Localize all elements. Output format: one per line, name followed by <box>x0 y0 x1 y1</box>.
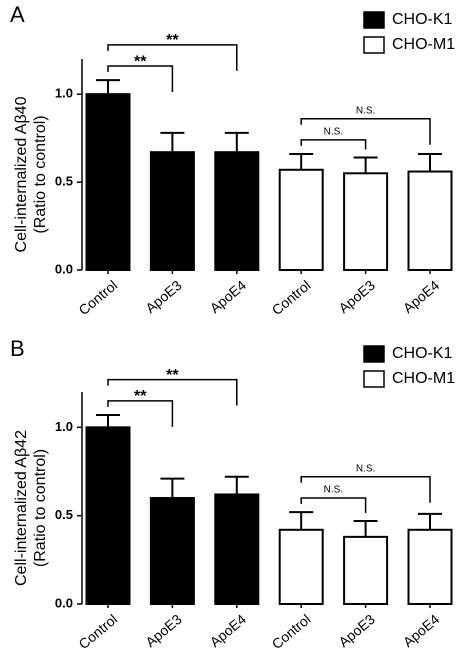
significance-bracket <box>107 44 238 71</box>
bar <box>85 93 131 271</box>
x-tick-label: ApoE4 <box>207 611 250 650</box>
bar <box>149 497 195 605</box>
y-tick-label: 0.0 <box>55 261 73 276</box>
bar <box>149 151 195 271</box>
legend-label: CHO-M1 <box>392 370 455 387</box>
significance-bracket <box>300 139 367 150</box>
x-tick-label: Control <box>75 611 120 652</box>
significance-label: N.S. <box>324 485 343 496</box>
significance-bracket <box>300 497 367 513</box>
panel-label: A <box>10 2 25 27</box>
x-tick-label: Control <box>75 277 120 318</box>
significance-bracket <box>107 400 174 427</box>
legend-label: CHO-K1 <box>392 345 453 362</box>
legend-swatch <box>363 345 385 363</box>
bar <box>214 493 260 606</box>
bar <box>343 172 389 272</box>
y-axis-label: Cell-internalized Aβ42 <box>13 430 30 586</box>
panel-label: B <box>10 336 25 361</box>
significance-label: N.S. <box>356 105 375 116</box>
bar <box>343 535 389 605</box>
significance-bracket <box>300 118 431 145</box>
significance-bracket <box>107 378 238 406</box>
significance-label: N.S. <box>324 127 343 138</box>
x-tick-label: Control <box>269 277 314 318</box>
x-tick-label: ApoE3 <box>335 611 378 650</box>
y-tick-label: 0.5 <box>55 174 73 189</box>
significance-label: ** <box>134 388 147 405</box>
y-tick-label: 1.0 <box>55 419 73 434</box>
x-tick-label: ApoE4 <box>400 611 443 650</box>
bar <box>278 528 324 605</box>
significance-label: ** <box>166 367 179 384</box>
x-tick-label: ApoE3 <box>142 277 185 316</box>
bar <box>407 528 453 605</box>
bar <box>214 151 260 271</box>
legend-label: CHO-K1 <box>392 11 453 28</box>
x-tick-label: ApoE4 <box>207 277 250 316</box>
significance-bracket <box>107 65 174 93</box>
y-axis-label: (Ratio to control) <box>32 115 49 233</box>
y-axis-label: Cell-internalized Aβ40 <box>13 96 30 252</box>
bar <box>85 426 131 606</box>
significance-label: N.S. <box>356 463 375 474</box>
x-tick-label: ApoE3 <box>142 611 185 650</box>
y-tick-label: 0.0 <box>55 595 73 610</box>
legend-swatch <box>363 36 385 54</box>
y-tick-label: 0.5 <box>55 507 73 522</box>
legend-label: CHO-M1 <box>392 36 455 53</box>
x-tick-label: ApoE4 <box>400 277 443 316</box>
significance-label: ** <box>134 53 147 70</box>
legend-swatch <box>363 370 385 388</box>
legend-swatch <box>363 11 385 29</box>
x-tick-label: ApoE3 <box>335 277 378 316</box>
y-tick-label: 1.0 <box>55 86 73 101</box>
significance-bracket <box>300 476 431 503</box>
bar <box>278 168 324 271</box>
y-axis-label: (Ratio to control) <box>32 449 49 567</box>
bar <box>407 170 453 272</box>
significance-label: ** <box>166 32 179 49</box>
x-tick-label: Control <box>269 611 314 652</box>
